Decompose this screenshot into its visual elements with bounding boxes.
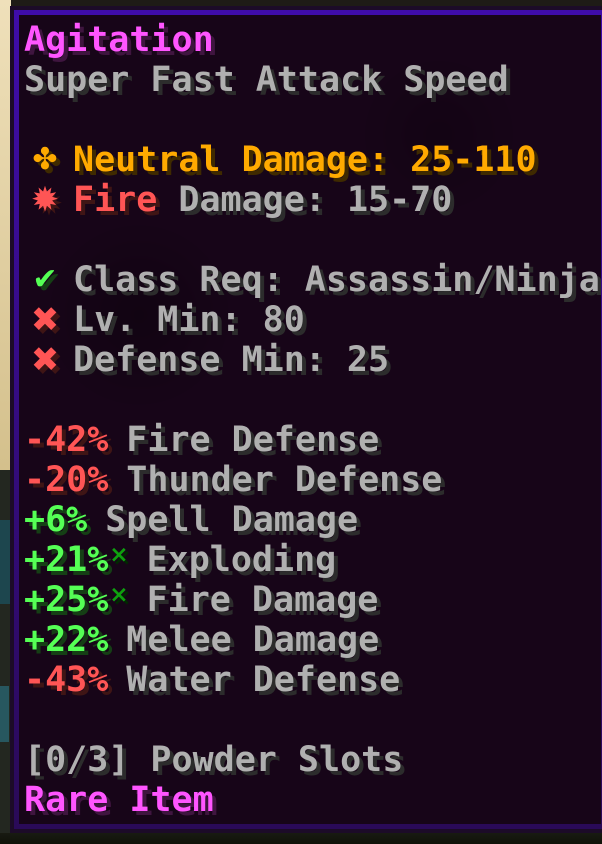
neutral-damage-text: Neutral Damage: 25-110: [73, 140, 537, 180]
id-label: Fire Defense: [126, 420, 380, 460]
level-req-text: Lv. Min: 80: [73, 300, 305, 340]
id-value: +25%: [24, 580, 109, 620]
identification-row: -42% Fire Defense: [24, 420, 601, 460]
identification-row: -43% Water Defense: [24, 660, 601, 700]
id-value: +21%: [24, 540, 109, 580]
id-label: Spell Damage: [105, 500, 359, 540]
class-req-text: Class Req: Assassin/Ninja: [73, 260, 600, 300]
scene-teal-block: [0, 520, 10, 604]
id-label: Melee Damage: [126, 620, 380, 660]
identification-row: -20% Thunder Defense: [24, 460, 601, 500]
item-tooltip: Agitation Super Fast Attack Speed ✤ Neut…: [10, 6, 602, 833]
scene-bottom-strip: [0, 833, 602, 844]
level-req-row: ✖ Lv. Min: 80: [24, 300, 601, 340]
id-label: Thunder Defense: [126, 460, 443, 500]
attack-speed-label: Super Fast Attack Speed: [24, 60, 509, 100]
fire-damage-text: Damage: 15-70: [157, 180, 453, 220]
id-value: +6%: [24, 500, 88, 540]
scene-sand-column: [0, 0, 11, 470]
neutral-damage-row: ✤ Neutral Damage: 25-110: [24, 140, 601, 180]
identification-row: +21% × Exploding: [24, 540, 601, 580]
fire-damage-element: Fire: [73, 180, 158, 220]
cross-icon: ✖: [30, 340, 60, 380]
spacer: [24, 380, 601, 420]
spacer: [24, 220, 601, 260]
id-value: +22%: [24, 620, 109, 660]
identification-row: +22% Melee Damage: [24, 620, 601, 660]
id-star-icon: ×: [109, 542, 129, 568]
identification-row: +25% × Fire Damage: [24, 580, 601, 620]
id-label: Exploding: [146, 540, 337, 580]
item-name-row: Agitation: [24, 20, 601, 60]
id-label: Fire Damage: [146, 580, 379, 620]
id-value: -20%: [24, 460, 109, 500]
class-req-row: ✔ Class Req: Assassin/Ninja: [24, 260, 601, 300]
neutral-damage-icon: ✤: [32, 142, 58, 177]
identification-row: +6% Spell Damage: [24, 500, 601, 540]
item-name: Agitation: [24, 20, 214, 60]
powder-slots-text: [0/3] Powder Slots: [24, 740, 404, 780]
id-value: -42%: [24, 420, 109, 460]
fire-damage-row: ✹ Fire Damage: 15-70: [24, 180, 601, 220]
id-value: -43%: [24, 660, 109, 700]
rarity-label: Rare Item: [24, 780, 214, 820]
item-tooltip-frame: Agitation Super Fast Attack Speed ✤ Neut…: [14, 10, 602, 829]
cross-icon: ✖: [30, 300, 60, 340]
scene-top-strip: [11, 0, 602, 7]
scene-left-lower: [0, 470, 11, 844]
rarity-row: Rare Item: [24, 780, 601, 820]
defense-req-row: ✖ Defense Min: 25: [24, 340, 601, 380]
attack-speed-row: Super Fast Attack Speed: [24, 60, 601, 100]
scene-teal-block-2: [0, 686, 9, 742]
defense-req-text: Defense Min: 25: [73, 340, 390, 380]
check-icon: ✔: [32, 262, 58, 297]
powder-slots-row: [0/3] Powder Slots: [24, 740, 601, 780]
spacer: [24, 700, 601, 740]
fire-damage-icon: ✹: [30, 180, 60, 220]
id-star-icon: ×: [109, 582, 129, 608]
spacer: [24, 100, 601, 140]
id-label: Water Defense: [126, 660, 401, 700]
